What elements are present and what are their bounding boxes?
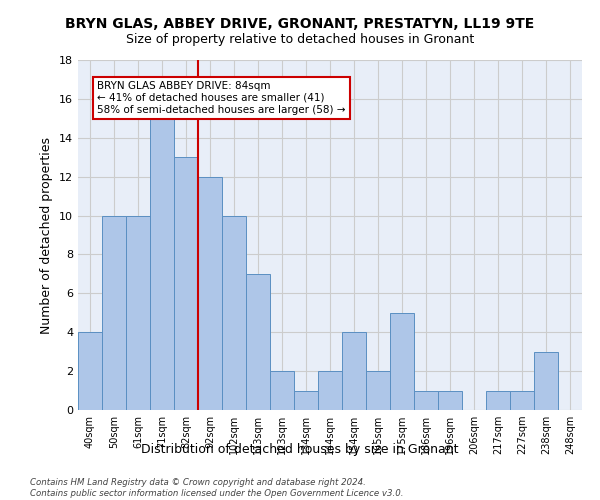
Bar [390, 313, 414, 410]
Bar [438, 390, 462, 410]
Bar [150, 118, 174, 410]
Text: BRYN GLAS ABBEY DRIVE: 84sqm
← 41% of detached houses are smaller (41)
58% of se: BRYN GLAS ABBEY DRIVE: 84sqm ← 41% of de… [97, 82, 346, 114]
Text: Distribution of detached houses by size in Gronant: Distribution of detached houses by size … [141, 442, 459, 456]
Bar [318, 371, 342, 410]
Bar [198, 176, 222, 410]
Bar [78, 332, 102, 410]
Bar [510, 390, 534, 410]
Bar [414, 390, 438, 410]
Bar [342, 332, 366, 410]
Text: BRYN GLAS, ABBEY DRIVE, GRONANT, PRESTATYN, LL19 9TE: BRYN GLAS, ABBEY DRIVE, GRONANT, PRESTAT… [65, 18, 535, 32]
Bar [486, 390, 510, 410]
Bar [126, 216, 150, 410]
Bar [246, 274, 270, 410]
Bar [270, 371, 294, 410]
Bar [534, 352, 558, 410]
Bar [366, 371, 390, 410]
Bar [102, 216, 126, 410]
Bar [174, 157, 198, 410]
Text: Size of property relative to detached houses in Gronant: Size of property relative to detached ho… [126, 32, 474, 46]
Bar [294, 390, 318, 410]
Bar [222, 216, 246, 410]
Text: Contains HM Land Registry data © Crown copyright and database right 2024.
Contai: Contains HM Land Registry data © Crown c… [30, 478, 404, 498]
Y-axis label: Number of detached properties: Number of detached properties [40, 136, 53, 334]
